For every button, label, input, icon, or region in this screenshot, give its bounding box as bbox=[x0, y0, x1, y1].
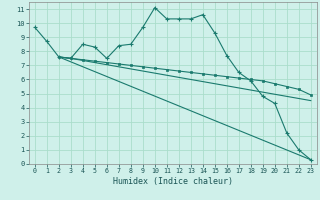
X-axis label: Humidex (Indice chaleur): Humidex (Indice chaleur) bbox=[113, 177, 233, 186]
